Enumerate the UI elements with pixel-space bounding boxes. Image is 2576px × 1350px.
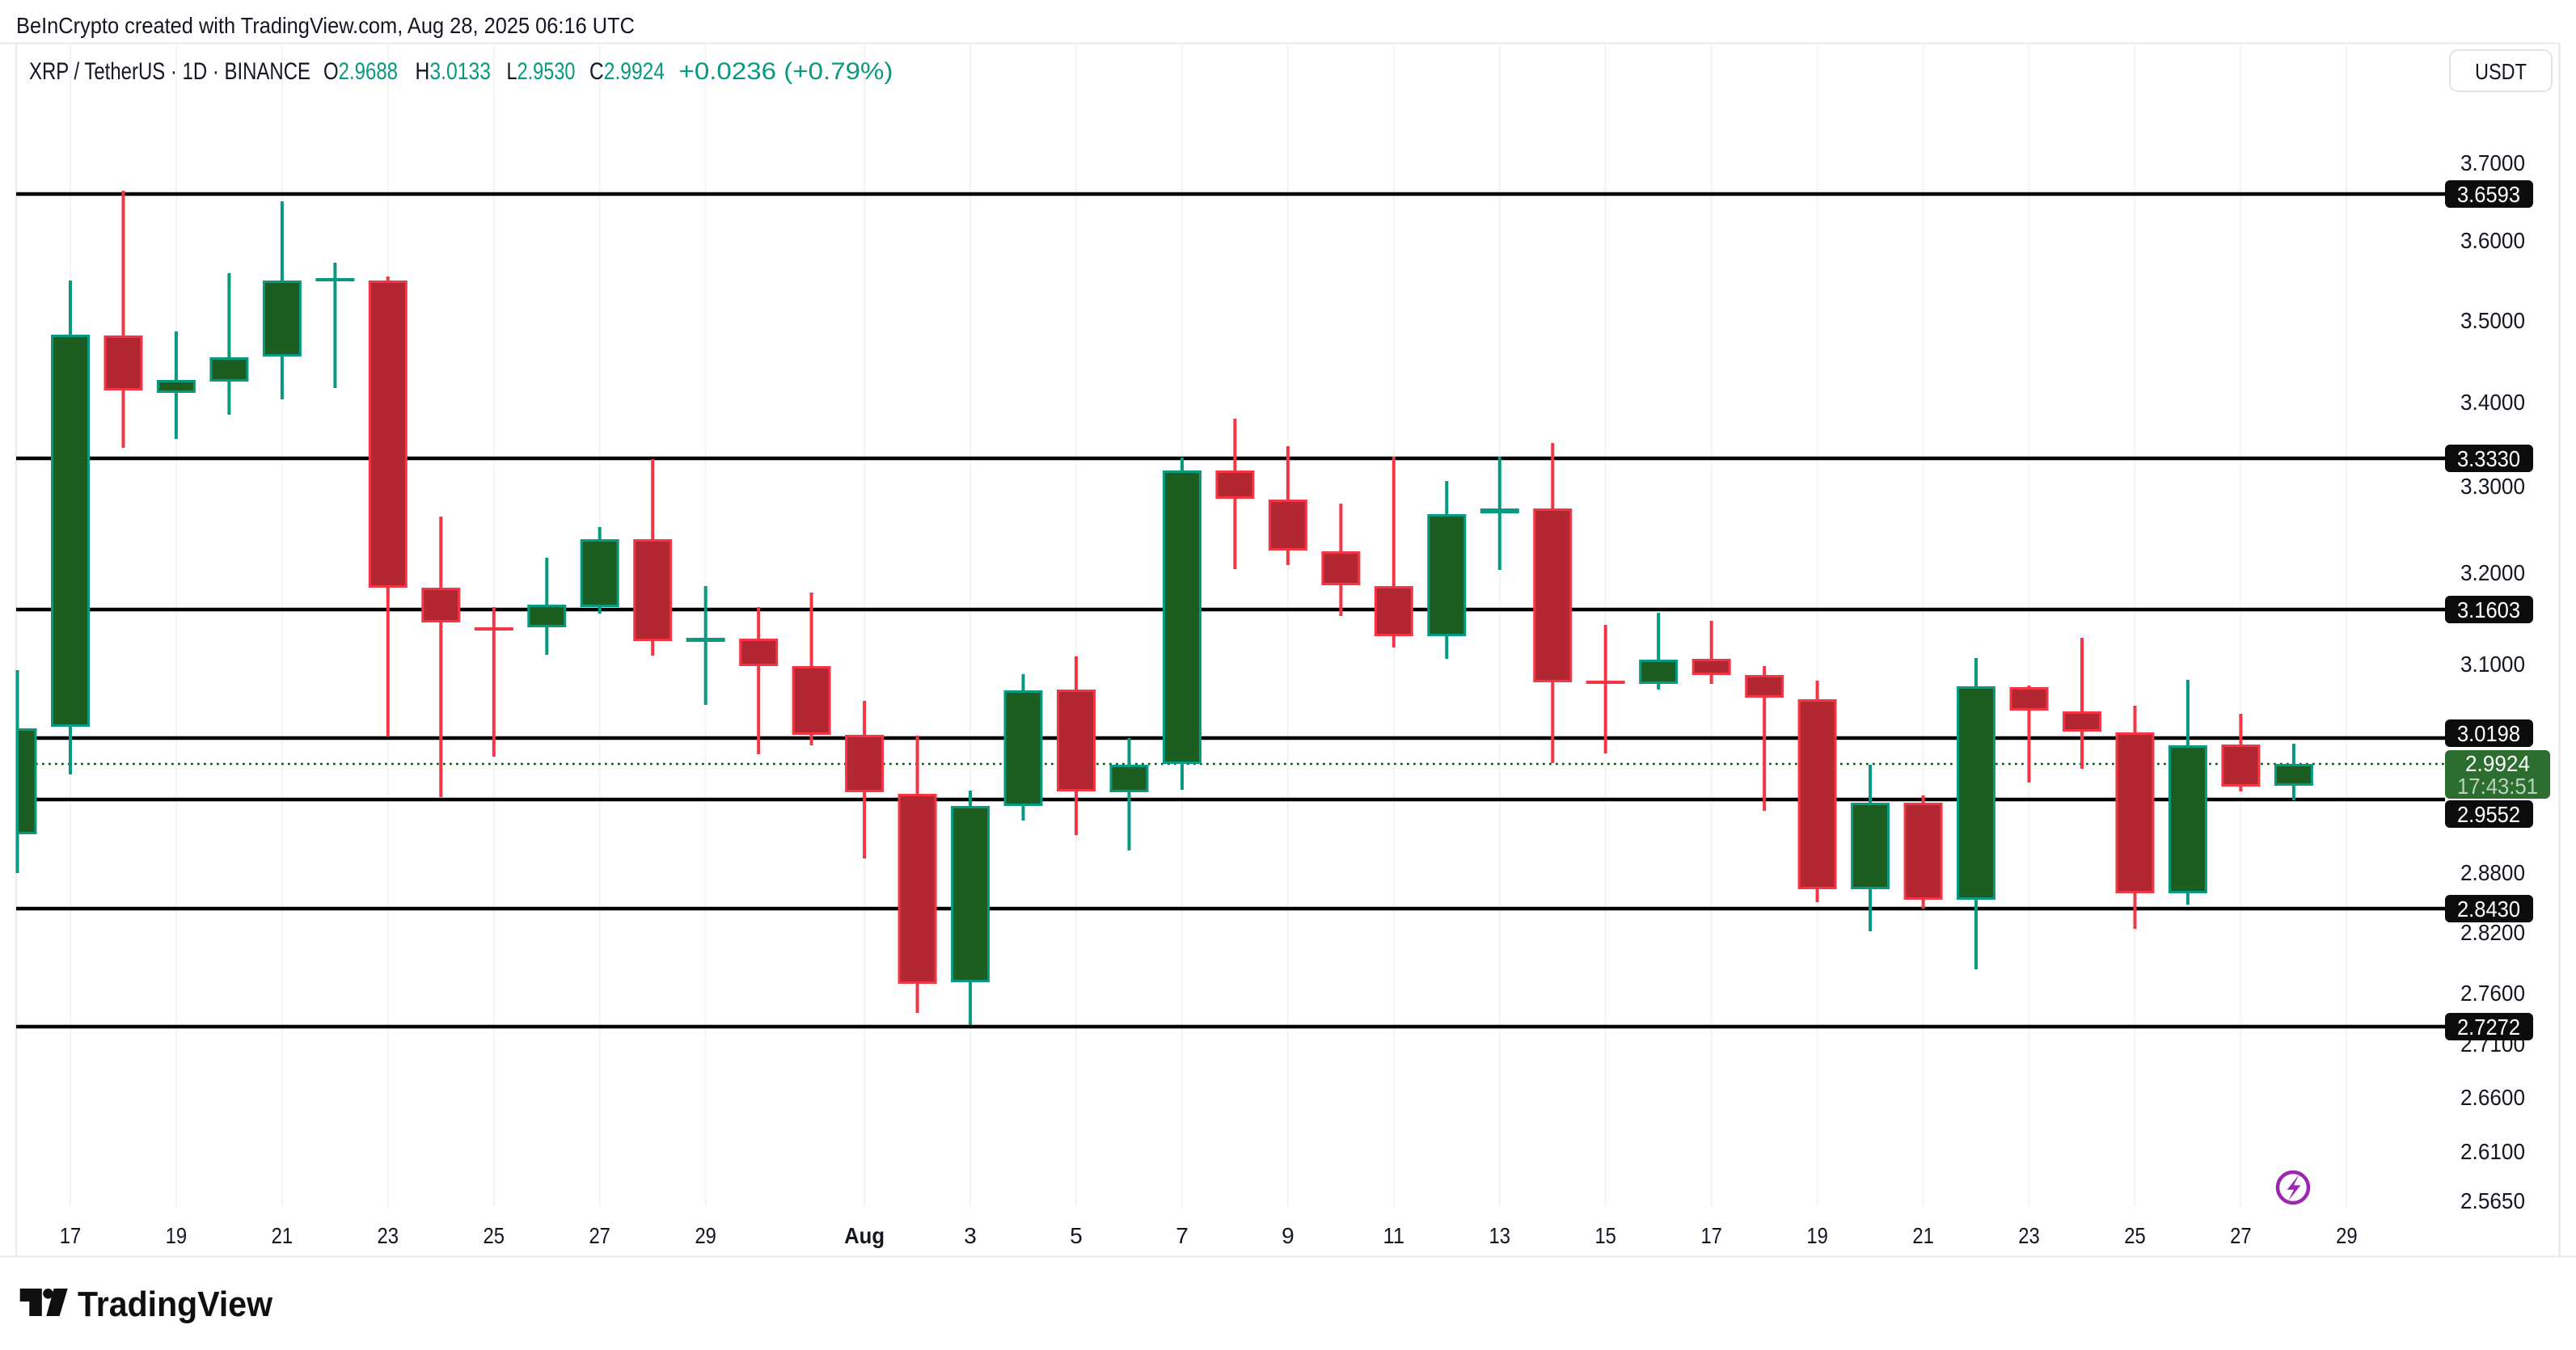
svg-text:29: 29 [2336, 1223, 2358, 1248]
svg-text:27: 27 [589, 1223, 610, 1248]
svg-text:27: 27 [2230, 1223, 2252, 1248]
svg-text:3.7000: 3.7000 [2460, 150, 2525, 175]
svg-text:2.8430: 2.8430 [2457, 896, 2520, 922]
svg-text:2.8800: 2.8800 [2460, 860, 2525, 885]
svg-text:21: 21 [1912, 1223, 1934, 1248]
svg-text:11: 11 [1383, 1223, 1405, 1248]
svg-text:3.1603: 3.1603 [2457, 597, 2520, 622]
svg-text:19: 19 [166, 1223, 188, 1248]
svg-text:2.9552: 2.9552 [2457, 802, 2520, 827]
svg-text:2.6600: 2.6600 [2460, 1085, 2525, 1110]
svg-text:TradingView: TradingView [78, 1285, 273, 1324]
svg-text:2.7600: 2.7600 [2460, 981, 2525, 1006]
svg-text:17: 17 [60, 1223, 82, 1248]
svg-text:3.4000: 3.4000 [2460, 390, 2525, 415]
svg-text:23: 23 [378, 1223, 399, 1248]
svg-text:O2.9688: O2.9688 [323, 58, 398, 85]
svg-text:3.3000: 3.3000 [2460, 474, 2525, 499]
svg-text:29: 29 [695, 1223, 716, 1248]
svg-text:23: 23 [2018, 1223, 2040, 1248]
svg-text:XRP / TetherUS · 1D · BINANCE: XRP / TetherUS · 1D · BINANCE [29, 58, 310, 85]
svg-text:7: 7 [1176, 1223, 1189, 1248]
svg-text:3.6000: 3.6000 [2460, 228, 2525, 253]
svg-text:25: 25 [2124, 1223, 2146, 1248]
svg-text:3.6593: 3.6593 [2457, 182, 2520, 207]
svg-text:9: 9 [1282, 1223, 1294, 1248]
svg-text:2.6100: 2.6100 [2460, 1139, 2525, 1164]
svg-text:2.8200: 2.8200 [2460, 920, 2525, 945]
svg-text:3.0198: 3.0198 [2457, 721, 2520, 746]
svg-text:C2.9924: C2.9924 [589, 58, 665, 85]
svg-text:13: 13 [1489, 1223, 1511, 1248]
svg-text:15: 15 [1594, 1223, 1616, 1248]
svg-text:+0.0236 (+0.79%): +0.0236 (+0.79%) [679, 58, 893, 85]
svg-text:3.1000: 3.1000 [2460, 652, 2525, 677]
svg-text:L2.9530: L2.9530 [507, 58, 576, 85]
svg-text:3: 3 [964, 1223, 977, 1248]
svg-text:Aug: Aug [844, 1223, 885, 1248]
svg-text:5: 5 [1070, 1223, 1083, 1248]
svg-text:25: 25 [484, 1223, 505, 1248]
svg-text:USDT: USDT [2475, 59, 2527, 84]
svg-text:H3.0133: H3.0133 [416, 58, 492, 85]
svg-text:2.9924: 2.9924 [2465, 751, 2530, 776]
svg-text:BeInCrypto created with Tradin: BeInCrypto created with TradingView.com,… [16, 13, 635, 38]
svg-text:19: 19 [1806, 1223, 1828, 1248]
svg-text:3.3330: 3.3330 [2457, 446, 2520, 471]
svg-text:3.5000: 3.5000 [2460, 308, 2525, 333]
svg-text:3.2000: 3.2000 [2460, 560, 2525, 585]
svg-text:17: 17 [1700, 1223, 1722, 1248]
svg-text:21: 21 [272, 1223, 293, 1248]
svg-text:2.7272: 2.7272 [2457, 1015, 2520, 1040]
svg-text:2.5650: 2.5650 [2460, 1188, 2525, 1213]
svg-text:17:43:51: 17:43:51 [2457, 774, 2538, 799]
